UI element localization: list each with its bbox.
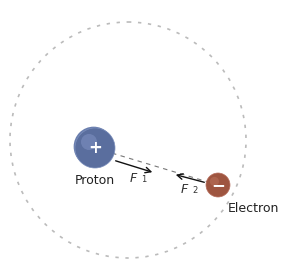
Text: F: F [130, 172, 137, 185]
Text: F: F [181, 183, 188, 196]
Text: 1: 1 [141, 175, 146, 184]
Circle shape [210, 177, 219, 186]
Text: +: + [88, 139, 102, 157]
Text: Proton: Proton [75, 174, 115, 187]
Circle shape [206, 173, 230, 197]
Text: Electron: Electron [228, 202, 279, 215]
Text: −: − [211, 176, 225, 194]
Text: 2: 2 [192, 186, 197, 195]
Circle shape [81, 134, 97, 150]
Circle shape [74, 127, 114, 167]
Circle shape [75, 128, 115, 168]
